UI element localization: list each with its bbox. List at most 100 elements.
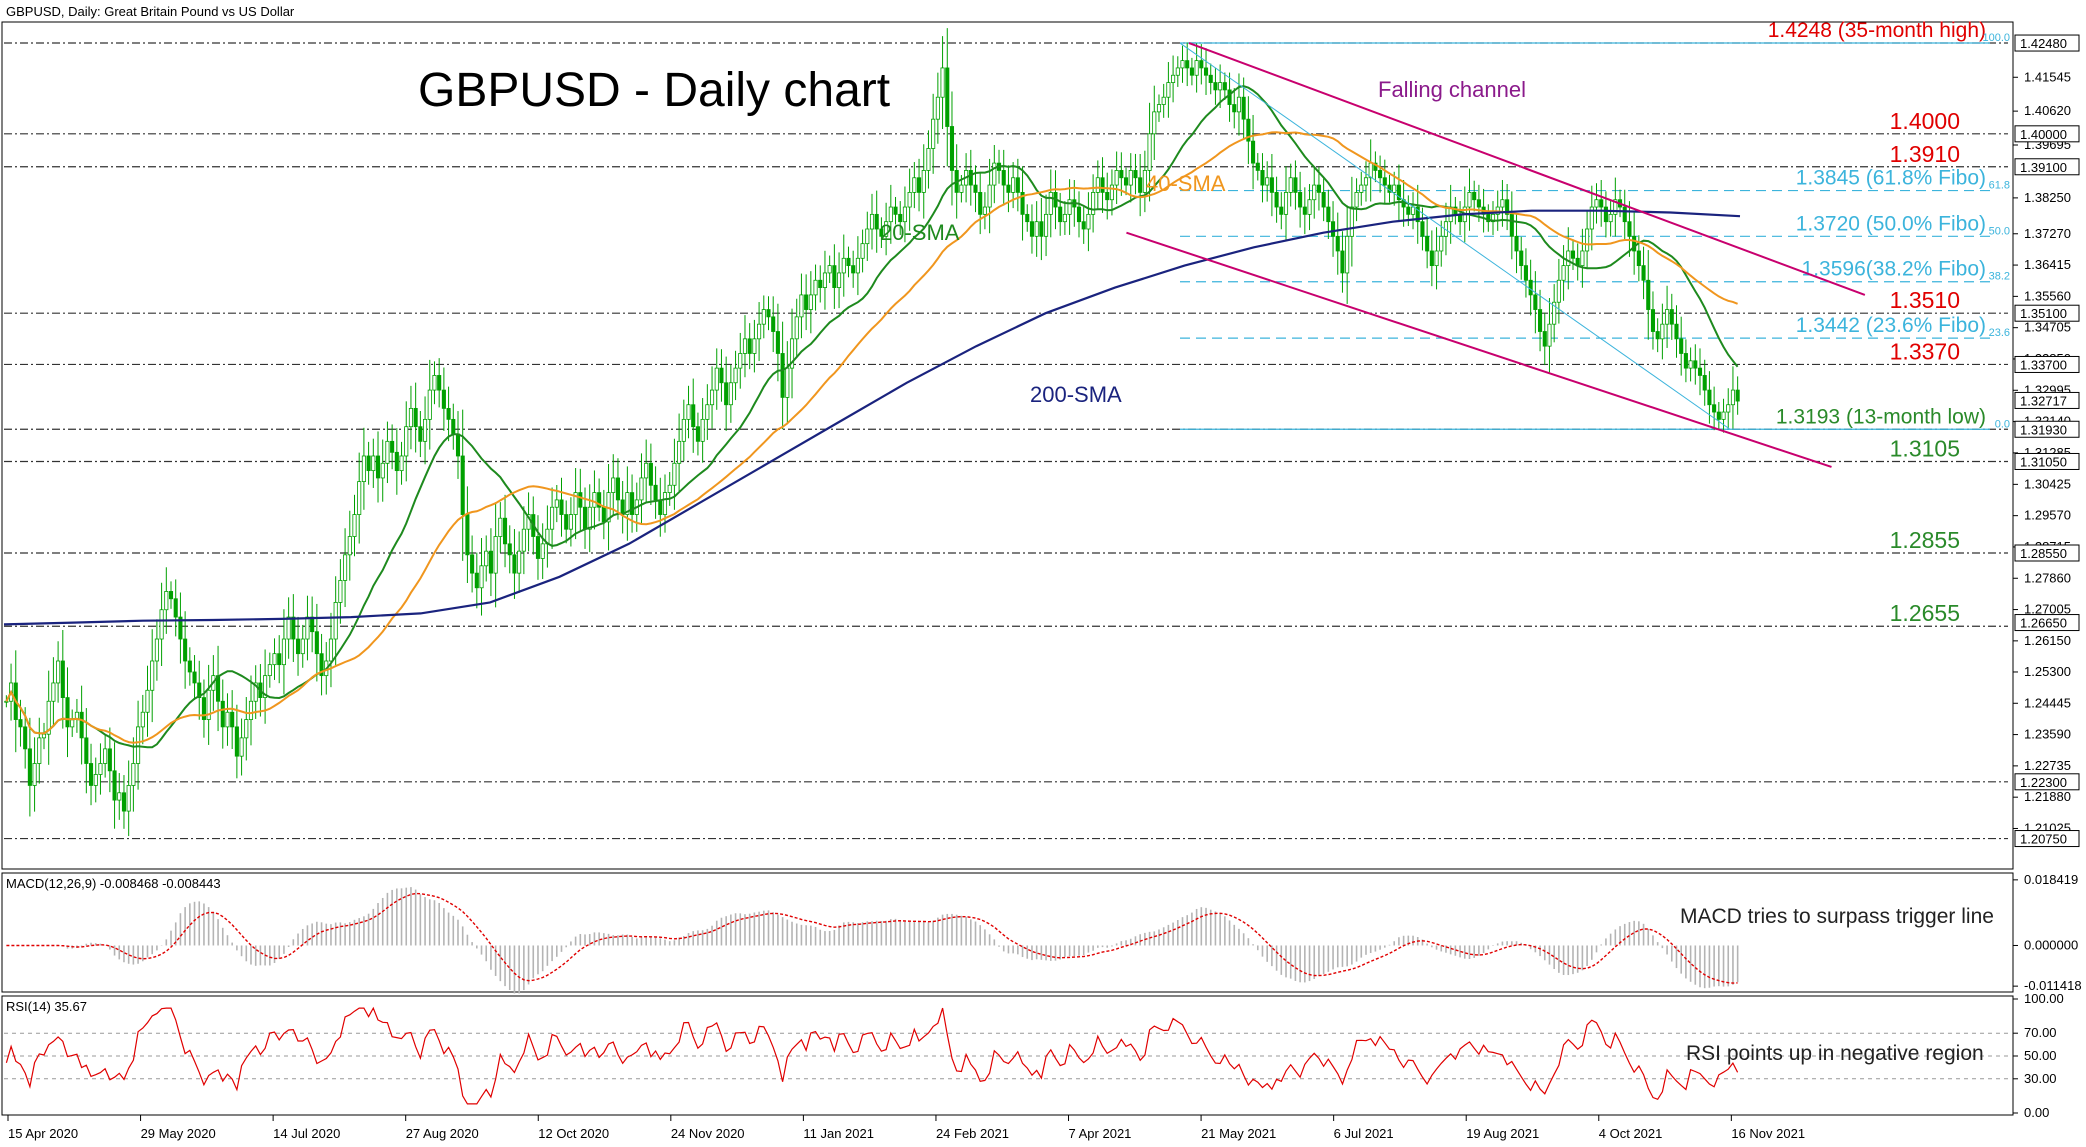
candle-body: [874, 213, 879, 230]
candle-body: [1561, 265, 1566, 281]
rsi-tick-label: 50.00: [2024, 1048, 2057, 1063]
candle-body: [37, 737, 42, 764]
candle-body: [253, 682, 258, 702]
candle-body: [724, 382, 729, 406]
macd-panel: [1, 872, 2014, 993]
candle-body: [41, 733, 47, 739]
candle-body: [413, 407, 418, 428]
fibo-label: 1.3193 (13-month low): [1776, 405, 1986, 428]
candle-body: [1241, 96, 1246, 120]
candle-body: [1100, 177, 1105, 193]
candle-body: [799, 294, 804, 318]
candle-body: [789, 338, 795, 369]
candle-body: [733, 367, 738, 384]
candle-body: [818, 279, 823, 288]
candle-body: [1307, 199, 1312, 215]
fibo-label: 1.3845 (61.8% Fibo): [1796, 167, 1986, 190]
candle-body: [1523, 265, 1528, 281]
candle-body: [987, 184, 992, 208]
candle-body: [1180, 60, 1185, 69]
candle-body: [1109, 184, 1114, 201]
candle-body: [931, 118, 936, 149]
resistance-label: 1.3910: [1890, 141, 1960, 167]
candle-body: [145, 689, 150, 713]
price-tick-label: 1.24445: [2024, 695, 2071, 710]
candle-body: [1124, 177, 1129, 186]
candle-body: [1218, 82, 1223, 91]
candle-body: [239, 737, 244, 757]
candle-body: [888, 206, 893, 223]
candle-body: [1566, 250, 1571, 267]
candle-body: [465, 514, 470, 556]
candle-body: [1655, 331, 1660, 340]
macd-series: [6, 887, 1739, 994]
rsi-tick-label: 0.00: [2024, 1105, 2049, 1120]
candle-body: [470, 554, 475, 574]
candle-body: [1726, 404, 1731, 413]
candle-body: [968, 170, 973, 186]
candle-body: [1538, 309, 1543, 332]
rsi-tick-label: 70.00: [2024, 1025, 2057, 1040]
fibo-trendline: [1179, 42, 1731, 430]
channel-upper: [1188, 42, 1866, 296]
candlesticks: [4, 28, 1740, 837]
candle-body: [1679, 338, 1684, 354]
candle-body: [893, 206, 898, 215]
candle-body: [1152, 111, 1157, 135]
x-tick-label: 24 Feb 2021: [936, 1126, 1009, 1141]
candle-body: [808, 294, 813, 310]
candle-body: [1175, 67, 1180, 76]
candle-body: [502, 517, 508, 545]
candle-body: [88, 763, 94, 786]
candle-body: [230, 711, 235, 728]
price-box-label: 1.32717: [2020, 393, 2067, 408]
candle-body: [455, 433, 461, 457]
candle-body: [314, 631, 319, 655]
candle-body: [79, 711, 84, 739]
candle-body: [1556, 279, 1561, 303]
macd-tick-label: 0.000000: [2024, 937, 2078, 952]
candle-body: [484, 550, 489, 567]
candle-body: [639, 477, 644, 501]
candle-body: [84, 737, 89, 764]
macd-tick-label: 0.018419: [2024, 872, 2078, 887]
candle-body: [333, 602, 338, 640]
candle-body: [757, 323, 762, 340]
candle-body: [804, 294, 809, 310]
candle-body: [1570, 250, 1576, 259]
support-label: 1.2655: [1890, 600, 1960, 626]
candle-body: [978, 191, 983, 215]
candle-body: [907, 191, 912, 208]
candle-body: [1091, 191, 1096, 215]
candle-body: [512, 554, 517, 574]
candle-body: [493, 536, 498, 574]
candle-body: [1194, 60, 1199, 76]
candle-body: [1044, 213, 1049, 237]
candle-body: [1702, 375, 1707, 391]
candle-body: [27, 748, 32, 786]
x-tick-label: 27 Aug 2020: [406, 1126, 479, 1141]
falling-channel-label: Falling channel: [1378, 77, 1526, 102]
fibo-label: 1.3720 (50.0% Fibo): [1796, 212, 1986, 235]
candle-body: [1721, 411, 1726, 420]
candle-body: [295, 638, 301, 655]
candle-body: [1693, 360, 1698, 369]
candle-body: [121, 792, 127, 812]
candle-body: [1378, 170, 1383, 179]
candle-body: [1500, 199, 1505, 208]
price-tick-label: 1.30425: [2024, 476, 2071, 491]
candle-body: [1006, 184, 1011, 193]
candle-body: [192, 671, 197, 684]
candle-body: [60, 660, 65, 699]
candle-body: [32, 763, 37, 786]
candle-body: [488, 550, 493, 574]
resistance-label: 1.3510: [1890, 287, 1960, 313]
candle-body: [1519, 250, 1524, 267]
candle-body: [1646, 279, 1651, 310]
candle-body: [394, 451, 399, 472]
candle-body: [517, 550, 522, 574]
candle-body: [554, 499, 559, 508]
candle-body: [1034, 221, 1039, 237]
candle-body: [785, 367, 790, 398]
rsi-tick-label: 100.00: [2024, 991, 2064, 1006]
